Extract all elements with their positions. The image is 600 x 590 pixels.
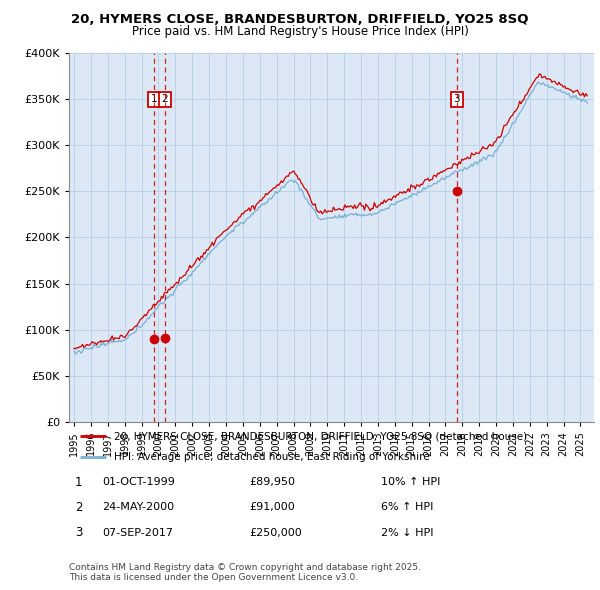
Text: 20, HYMERS CLOSE, BRANDESBURTON, DRIFFIELD, YO25 8SQ: 20, HYMERS CLOSE, BRANDESBURTON, DRIFFIE… [71,13,529,26]
Text: 2% ↓ HPI: 2% ↓ HPI [381,528,433,537]
Text: 6% ↑ HPI: 6% ↑ HPI [381,503,433,512]
Text: £89,950: £89,950 [249,477,295,487]
Text: 20, HYMERS CLOSE, BRANDESBURTON, DRIFFIELD, YO25 8SQ (detached house): 20, HYMERS CLOSE, BRANDESBURTON, DRIFFIE… [113,431,527,441]
Text: 3: 3 [75,526,82,539]
Text: Price paid vs. HM Land Registry's House Price Index (HPI): Price paid vs. HM Land Registry's House … [131,25,469,38]
Text: 07-SEP-2017: 07-SEP-2017 [102,528,173,537]
Text: £91,000: £91,000 [249,503,295,512]
Text: 10% ↑ HPI: 10% ↑ HPI [381,477,440,487]
Text: Contains HM Land Registry data © Crown copyright and database right 2025.
This d: Contains HM Land Registry data © Crown c… [69,563,421,582]
Text: £250,000: £250,000 [249,528,302,537]
Text: HPI: Average price, detached house, East Riding of Yorkshire: HPI: Average price, detached house, East… [113,452,429,461]
Text: 2: 2 [75,501,82,514]
Text: 1: 1 [151,94,158,104]
Text: 2: 2 [161,94,168,104]
Text: 01-OCT-1999: 01-OCT-1999 [102,477,175,487]
Text: 24-MAY-2000: 24-MAY-2000 [102,503,174,512]
Text: 3: 3 [454,94,460,104]
Text: 1: 1 [75,476,82,489]
